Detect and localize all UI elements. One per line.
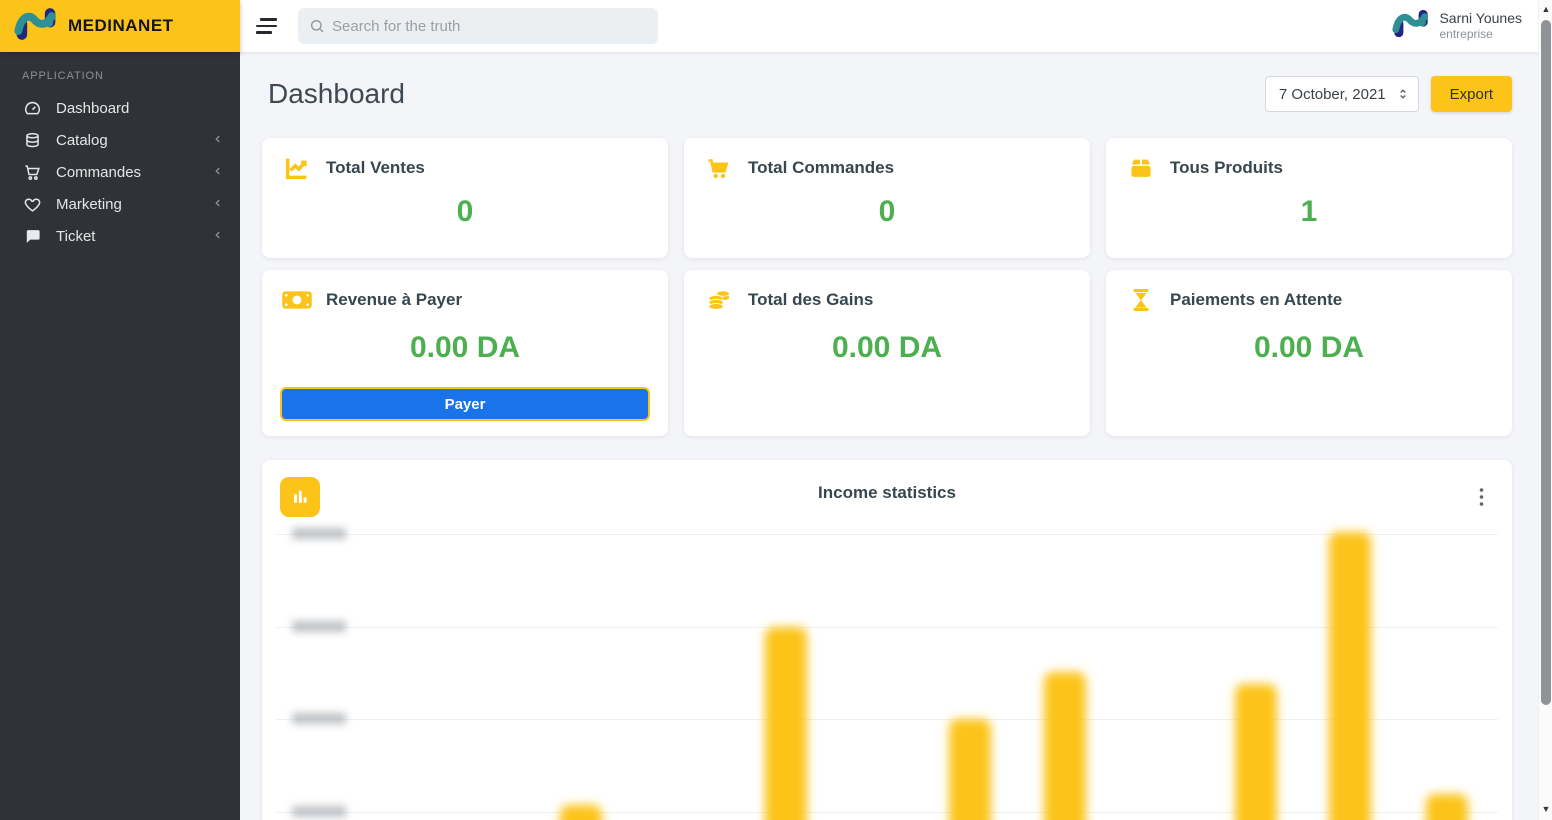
scroll-up-arrow-icon[interactable]: ▲ [1541,4,1551,14]
top-navbar: Sarni Younes entreprise [240,0,1552,52]
sidebar-nav: APPLICATION Dashboard Catalog [0,52,240,252]
income-bar [560,805,602,820]
stat-card-value: 0.00 DA [1253,331,1365,364]
income-bar [1426,794,1468,820]
income-bar [1329,532,1371,820]
chevron-left-icon [212,132,224,149]
stat-card-title: Tous Produits [1170,158,1284,177]
stat-card-value: 0 [456,195,474,228]
stat-card-value: 0.00 DA [831,331,943,364]
y-tick-label-blurred [292,528,346,539]
stat-card-title: Total Commandes [748,158,895,177]
chart-title: Income statistics [818,483,956,502]
scrollbar-thumb[interactable] [1541,20,1551,705]
bar-chart-icon [280,477,320,517]
date-filter-select[interactable]: 7 October, 2021 [1264,76,1419,112]
gridline [276,627,1498,628]
payer-button[interactable]: Payer [280,387,650,421]
stat-card-paiements-en-attente: Paiements en Attente 0.00 DA [1106,270,1512,436]
medinanet-logo-icon [14,5,58,48]
export-button[interactable]: Export [1430,76,1512,112]
stat-card-title: Total des Gains [748,290,874,309]
date-filter-value: 7 October, 2021 [1278,85,1386,103]
gridline [276,812,1498,813]
package-icon [1124,153,1158,183]
hourglass-icon [1124,285,1158,315]
sidebar-item-commandes[interactable]: Commandes [0,156,240,188]
search-box [298,8,658,44]
stat-card-revenue-a-payer: Revenue à Payer 0.00 DA Payer [262,270,668,436]
gridline [276,534,1498,535]
stat-card-total-ventes: Total Ventes 0 [262,138,668,258]
income-bar [1044,672,1086,820]
brand-header[interactable]: MEDINANET [0,0,240,52]
stat-card-title: Total Ventes [326,158,425,177]
gridline [276,719,1498,720]
stat-card-value: 0 [878,195,896,228]
stat-card-value: 1 [1300,195,1318,228]
cart-icon [22,162,42,182]
sidebar: MEDINANET APPLICATION Dashboard Catalog [0,0,240,820]
income-bar [765,627,807,820]
y-tick-label-blurred [292,621,346,632]
user-name: Sarni Younes [1439,9,1522,26]
sidebar-item-label: Catalog [56,131,108,149]
income-chart-plot [276,526,1498,820]
medinanet-logo-icon [1392,7,1430,45]
user-menu[interactable]: Sarni Younes entreprise [1392,7,1522,45]
page-content: Dashboard 7 October, 2021 Export Total V… [240,52,1552,820]
sidebar-item-label: Commandes [56,163,142,181]
sidebar-section-label: APPLICATION [22,70,104,82]
sidebar-item-marketing[interactable]: Marketing [0,188,240,220]
income-statistics-card: Income statistics [262,460,1512,820]
y-tick-label-blurred [292,713,346,724]
sidebar-item-catalog[interactable]: Catalog [0,124,240,156]
hamburger-menu-icon[interactable] [252,10,284,42]
heart-icon [22,194,42,214]
coins-icon [702,285,736,315]
main-area: Sarni Younes entreprise Dashboard 7 Octo… [240,0,1552,820]
stat-card-title: Revenue à Payer [326,290,463,309]
cart-icon [702,153,736,183]
gauge-icon [22,98,42,118]
chart-line-icon [280,153,314,183]
sidebar-item-label: Dashboard [56,99,130,117]
brand-name: MEDINANET [68,16,174,35]
chevron-left-icon [212,196,224,213]
stat-card-title: Paiements en Attente [1170,290,1343,309]
y-tick-label-blurred [292,806,346,817]
stat-card-tous-produits: Tous Produits 1 [1106,138,1512,258]
unfold-arrows-icon [1399,89,1406,99]
sidebar-item-dashboard[interactable]: Dashboard [0,92,240,124]
sidebar-item-label: Marketing [56,195,122,213]
sidebar-item-ticket[interactable]: Ticket [0,220,240,252]
stat-card-value: 0.00 DA [409,331,521,364]
chevron-left-icon [212,228,224,245]
income-bar [949,719,991,820]
page-title: Dashboard [268,78,405,109]
search-input[interactable] [298,8,658,44]
stat-card-total-des-gains: Total des Gains 0.00 DA [684,270,1090,436]
vertical-scrollbar[interactable]: ▲ ▼ [1538,0,1552,820]
chevron-left-icon [212,164,224,181]
banknote-icon [280,285,314,315]
scroll-down-arrow-icon[interactable]: ▼ [1541,804,1551,814]
database-icon [22,130,42,150]
sidebar-item-label: Ticket [56,227,96,245]
income-bar [1235,684,1277,820]
kebab-menu-icon[interactable] [1472,486,1490,508]
user-role: entreprise [1439,27,1493,42]
chat-icon [22,226,42,246]
stat-card-total-commandes: Total Commandes 0 [684,138,1090,258]
